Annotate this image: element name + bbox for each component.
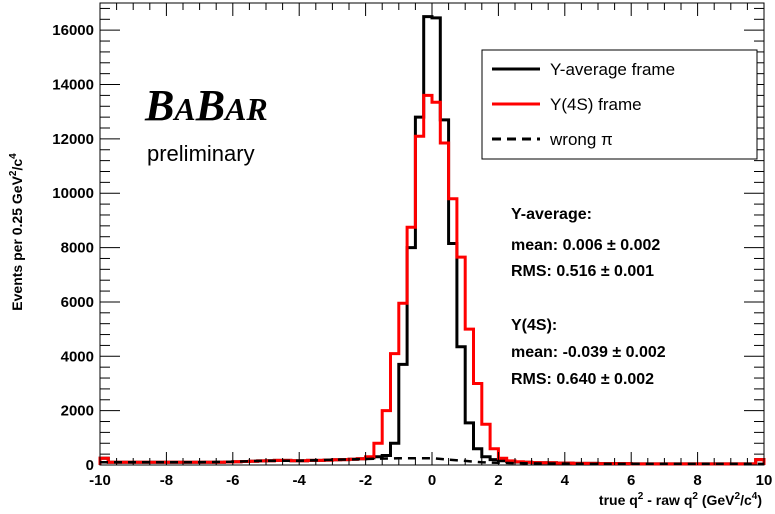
x-tick-label: -2	[359, 472, 372, 489]
y-tick-label: 16000	[52, 22, 94, 39]
legend-label-wrong-pi: wrong π	[549, 130, 613, 149]
series-wrong-pi	[100, 456, 764, 466]
stats-line-4: Υ(4S):	[511, 317, 557, 334]
x-tick-label: 4	[561, 472, 570, 489]
stats-line-6: RMS: 0.640 ± 0.002	[511, 371, 654, 388]
babar-logo: BABAR	[144, 81, 268, 130]
y-tick-label: 14000	[52, 77, 94, 94]
y-axis-title: Events per 0.25 GeV2/c4	[8, 153, 25, 311]
y-tick-label: 0	[86, 457, 94, 474]
x-tick-label: 10	[756, 472, 773, 489]
stats-line-2: RMS: 0.516 ± 0.001	[511, 263, 654, 280]
x-tick-label: -10	[89, 472, 111, 489]
stats-box: Y-average: mean: 0.006 ± 0.002 RMS: 0.51…	[511, 206, 666, 388]
legend-label-y-average: Y-average frame	[550, 60, 675, 79]
y-tick-label: 4000	[61, 348, 94, 365]
stats-line-5: mean: -0.039 ± 0.002	[511, 344, 666, 361]
series-upsilon4s	[98, 93, 766, 466]
x-tick-label: 2	[494, 472, 502, 489]
y-tick-label: 10000	[52, 185, 94, 202]
y-tick-label: 6000	[61, 294, 94, 311]
y-tick-label: 8000	[61, 240, 94, 257]
preliminary-label: preliminary	[147, 141, 255, 166]
legend: Y-average frame Υ(4S) frame wrong π	[481, 49, 758, 160]
legend-label-upsilon4s: Υ(4S) frame	[550, 95, 642, 114]
x-tick-label: 0	[428, 472, 436, 489]
y-tick-label: 2000	[61, 403, 94, 420]
y-tick-label: 12000	[52, 131, 94, 148]
stats-line-1: mean: 0.006 ± 0.002	[511, 237, 660, 254]
x-tick-label: 6	[627, 472, 635, 489]
stats-line-0: Y-average:	[511, 206, 592, 223]
x-tick-label: -8	[160, 472, 173, 489]
x-tick-label: -4	[293, 472, 307, 489]
x-tick-label: -6	[226, 472, 239, 489]
x-tick-label: 8	[693, 472, 701, 489]
data-layer	[98, 15, 766, 466]
x-axis-title: true q2 - raw q2 (GeV2/c4)	[599, 491, 762, 508]
